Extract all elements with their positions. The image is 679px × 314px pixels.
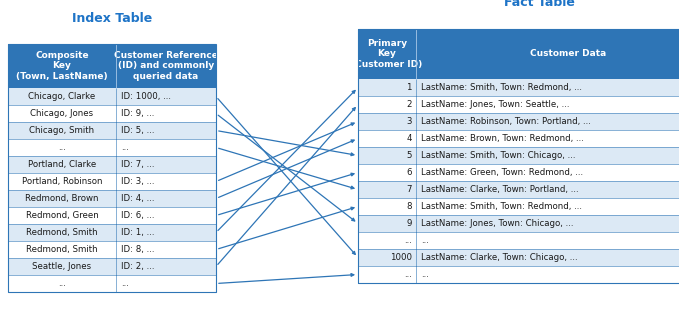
Text: 5: 5: [407, 151, 412, 160]
Text: ID: 3, ...: ID: 3, ...: [121, 177, 155, 186]
Bar: [358, 113, 679, 130]
Bar: [8, 88, 216, 105]
Text: LastName: Smith, Town: Redmond, ...: LastName: Smith, Town: Redmond, ...: [421, 202, 582, 211]
Bar: [8, 224, 216, 241]
Text: LastName: Smith, Town: Chicago, ...: LastName: Smith, Town: Chicago, ...: [421, 151, 576, 160]
Text: ID: 6, ...: ID: 6, ...: [121, 211, 155, 220]
Bar: [358, 181, 679, 198]
Text: ...: ...: [404, 270, 412, 279]
Bar: [358, 164, 679, 181]
Bar: [8, 139, 216, 156]
Text: Redmond, Smith: Redmond, Smith: [26, 245, 98, 254]
Text: ID: 7, ...: ID: 7, ...: [121, 160, 155, 169]
Text: ...: ...: [58, 143, 66, 152]
Bar: [358, 29, 679, 283]
Bar: [8, 122, 216, 139]
Text: 1000: 1000: [390, 253, 412, 262]
Text: Index Table: Index Table: [72, 12, 152, 25]
Bar: [358, 79, 679, 96]
Text: ID: 4, ...: ID: 4, ...: [121, 194, 155, 203]
Text: ...: ...: [121, 279, 129, 288]
Bar: [358, 29, 679, 79]
Bar: [8, 258, 216, 275]
Text: Redmond, Brown: Redmond, Brown: [25, 194, 98, 203]
Bar: [8, 156, 216, 173]
Text: LastName: Green, Town: Redmond, ...: LastName: Green, Town: Redmond, ...: [421, 168, 583, 177]
Text: ...: ...: [121, 143, 129, 152]
Text: ID: 2, ...: ID: 2, ...: [121, 262, 155, 271]
Bar: [358, 147, 679, 164]
Text: ID: 1000, ...: ID: 1000, ...: [121, 92, 171, 101]
Bar: [8, 44, 216, 88]
Bar: [8, 44, 216, 292]
Text: 2: 2: [407, 100, 412, 109]
Text: Customer Data: Customer Data: [530, 50, 606, 58]
Text: ID: 9, ...: ID: 9, ...: [121, 109, 154, 118]
Text: ID: 8, ...: ID: 8, ...: [121, 245, 155, 254]
Text: LastName: Clarke, Town: Chicago, ...: LastName: Clarke, Town: Chicago, ...: [421, 253, 578, 262]
Text: 6: 6: [407, 168, 412, 177]
Bar: [358, 215, 679, 232]
Text: Portland, Robinson: Portland, Robinson: [22, 177, 103, 186]
Bar: [358, 266, 679, 283]
Text: Chicago, Smith: Chicago, Smith: [29, 126, 94, 135]
Bar: [358, 96, 679, 113]
Bar: [8, 173, 216, 190]
Text: ID: 5, ...: ID: 5, ...: [121, 126, 155, 135]
Text: 8: 8: [407, 202, 412, 211]
Text: LastName: Brown, Town: Redmond, ...: LastName: Brown, Town: Redmond, ...: [421, 134, 584, 143]
Text: ...: ...: [421, 270, 429, 279]
Text: 9: 9: [407, 219, 412, 228]
Bar: [8, 190, 216, 207]
Text: Chicago, Clarke: Chicago, Clarke: [29, 92, 96, 101]
Text: ...: ...: [58, 279, 66, 288]
Bar: [8, 241, 216, 258]
Text: Redmond, Smith: Redmond, Smith: [26, 228, 98, 237]
Text: Fact Table: Fact Table: [504, 0, 575, 9]
Text: 7: 7: [407, 185, 412, 194]
Text: LastName: Robinson, Town: Portland, ...: LastName: Robinson, Town: Portland, ...: [421, 117, 591, 126]
Text: 1: 1: [407, 83, 412, 92]
Text: ID: 1, ...: ID: 1, ...: [121, 228, 155, 237]
Bar: [8, 207, 216, 224]
Text: Portland, Clarke: Portland, Clarke: [28, 160, 96, 169]
Bar: [358, 198, 679, 215]
Text: Chicago, Jones: Chicago, Jones: [31, 109, 94, 118]
Text: ...: ...: [404, 236, 412, 245]
Bar: [358, 249, 679, 266]
Text: LastName: Jones, Town: Seattle, ...: LastName: Jones, Town: Seattle, ...: [421, 100, 570, 109]
Bar: [358, 232, 679, 249]
Text: LastName: Clarke, Town: Portland, ...: LastName: Clarke, Town: Portland, ...: [421, 185, 579, 194]
Text: LastName: Jones, Town: Chicago, ...: LastName: Jones, Town: Chicago, ...: [421, 219, 574, 228]
Text: Redmond, Green: Redmond, Green: [26, 211, 98, 220]
Text: Customer Reference
(ID) and commonly
queried data: Customer Reference (ID) and commonly que…: [114, 51, 218, 81]
Text: Primary
Key
(Customer ID): Primary Key (Customer ID): [351, 39, 422, 69]
Text: ...: ...: [421, 236, 429, 245]
Text: Seattle, Jones: Seattle, Jones: [33, 262, 92, 271]
Text: LastName: Smith, Town: Redmond, ...: LastName: Smith, Town: Redmond, ...: [421, 83, 582, 92]
Text: Composite
Key
(Town, LastName): Composite Key (Town, LastName): [16, 51, 108, 81]
Bar: [358, 130, 679, 147]
Text: 4: 4: [407, 134, 412, 143]
Bar: [8, 105, 216, 122]
Text: 3: 3: [407, 117, 412, 126]
Bar: [8, 275, 216, 292]
